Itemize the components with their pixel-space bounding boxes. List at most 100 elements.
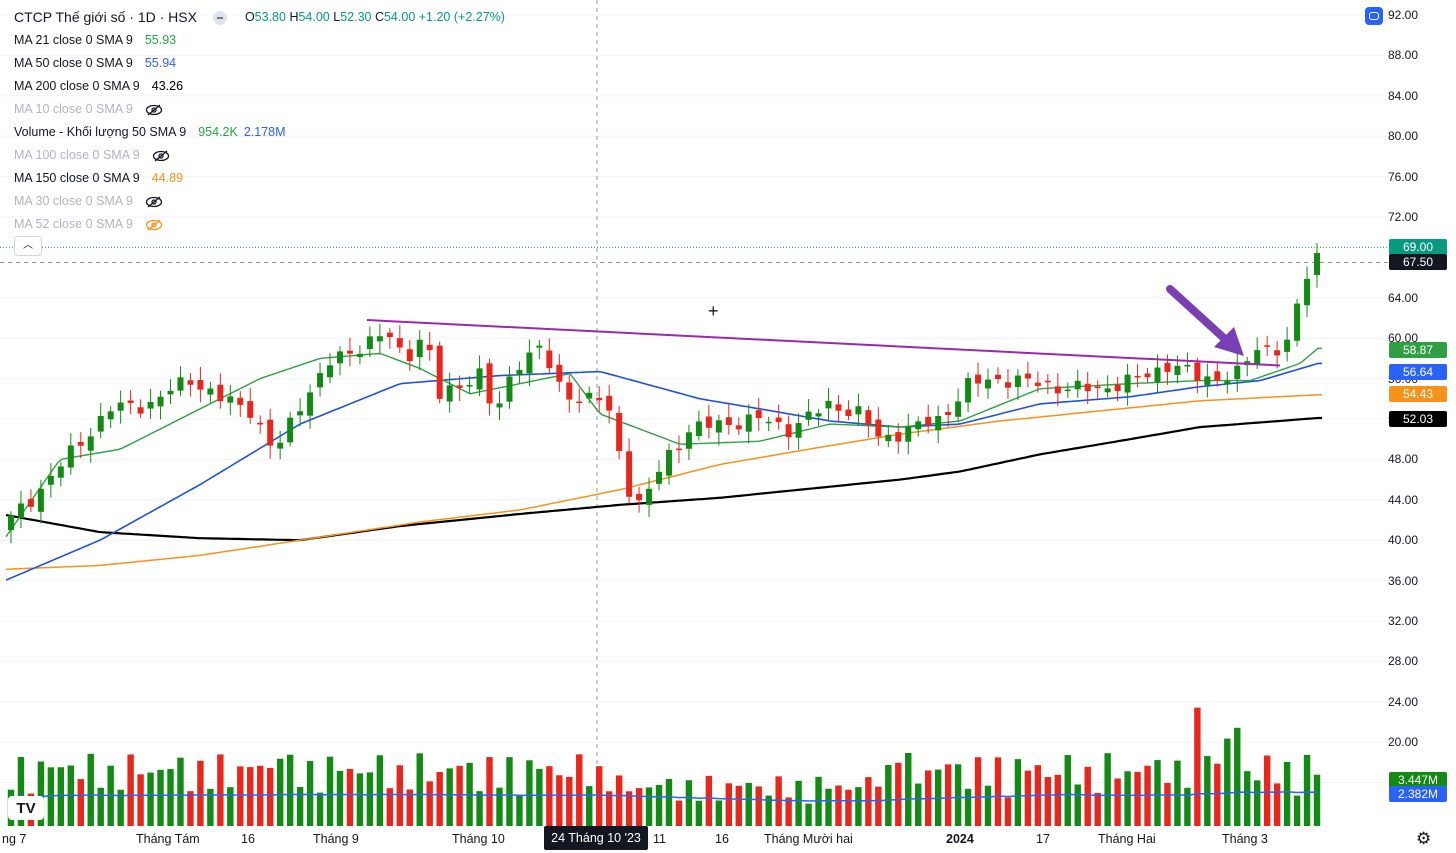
price-axis-label: 84.00 xyxy=(1388,88,1419,103)
price-axis-label: 48.00 xyxy=(1388,452,1419,467)
candle-body xyxy=(536,345,543,348)
volume-bar xyxy=(1184,787,1191,826)
volume-tag: 3.447M xyxy=(1389,771,1447,788)
volume-bar xyxy=(1104,753,1111,826)
legend-row[interactable]: MA 21 close 0 SMA 9 55.93 xyxy=(14,29,505,52)
ma21-line xyxy=(5,347,1322,538)
volume-bar xyxy=(1054,774,1062,826)
eye-off-icon[interactable] xyxy=(152,150,170,162)
legend-label: MA 10 close 0 SMA 9 xyxy=(14,102,133,116)
eye-off-icon[interactable] xyxy=(145,219,163,231)
candle-body xyxy=(885,434,892,442)
volume-bar xyxy=(1224,738,1231,826)
time-axis-label: 2024 xyxy=(946,832,974,846)
volume-bar xyxy=(725,783,733,826)
price-tag: 52.03 xyxy=(1389,410,1447,427)
volume-bar xyxy=(944,764,952,826)
candle-body xyxy=(685,432,692,449)
auto-scale-icon[interactable] xyxy=(1365,7,1383,25)
price-tag: 69.00 xyxy=(1389,239,1447,256)
candle-body xyxy=(815,413,822,417)
price-axis-label: 32.00 xyxy=(1388,614,1419,628)
volume-bar xyxy=(247,767,254,826)
volume-bar xyxy=(765,795,772,826)
candle-body xyxy=(556,364,563,382)
candle-body xyxy=(1004,382,1011,388)
price-axis-label: 76.00 xyxy=(1388,169,1419,184)
candle-body xyxy=(297,411,304,416)
candle-body xyxy=(17,503,24,519)
candle-body xyxy=(1204,376,1211,386)
volume-bar xyxy=(1024,770,1032,826)
volume-bar xyxy=(1234,727,1241,826)
volume-bar xyxy=(506,757,513,826)
volume-bar xyxy=(1244,771,1251,826)
volume-bar xyxy=(1074,784,1081,826)
candle-body xyxy=(616,412,623,452)
candle-body xyxy=(1094,386,1101,388)
candle-body xyxy=(327,365,334,378)
candle-body xyxy=(1164,362,1171,373)
candle-body xyxy=(187,380,194,385)
volume-bar xyxy=(526,760,533,826)
legend-row[interactable]: MA 100 close 0 SMA 9 xyxy=(14,144,505,167)
price-axis-label: 88.00 xyxy=(1388,48,1419,63)
legend-row[interactable]: MA 30 close 0 SMA 9 xyxy=(14,190,505,213)
eye-off-icon[interactable] xyxy=(145,104,163,116)
volume-bar xyxy=(705,775,713,826)
candle-body xyxy=(386,332,393,338)
candle-body xyxy=(406,349,413,362)
eye-off-icon[interactable] xyxy=(145,196,163,208)
volume-bar xyxy=(1214,763,1221,826)
volume-bar xyxy=(685,780,693,826)
time-axis-label: 17 xyxy=(1036,832,1050,846)
volume-ma-path xyxy=(10,791,1318,803)
candle-body xyxy=(606,395,613,411)
volume-bar xyxy=(745,782,752,826)
candle-body xyxy=(1214,371,1221,381)
volume-bar xyxy=(37,761,45,826)
price-axis-label: 24.00 xyxy=(1388,694,1419,709)
volume-bar xyxy=(835,785,842,826)
legend-header: CTCP Thế giới số · 1D · HSX O53.80 H54.0… xyxy=(14,6,505,29)
volume-bar xyxy=(147,772,154,826)
legend-row[interactable]: MA 52 close 0 SMA 9 xyxy=(14,213,505,236)
gear-icon[interactable]: ⚙ xyxy=(1416,829,1432,848)
volume-bar xyxy=(257,765,264,826)
legend-row[interactable]: MA 50 close 0 SMA 9 55.94 xyxy=(14,52,505,75)
legend-row[interactable]: Volume - Khối lượng 50 SMA 9 954.2K 2.178M xyxy=(14,121,505,144)
candle-body xyxy=(636,493,643,501)
volume-bar xyxy=(665,778,673,826)
candle-body xyxy=(67,445,74,468)
volume-bar xyxy=(1174,760,1181,826)
candle-body xyxy=(1084,383,1091,392)
price-axis-label: 64.00 xyxy=(1388,290,1419,305)
candle-body xyxy=(217,384,224,402)
volume-bar xyxy=(436,771,443,826)
tradingview-logo[interactable]: TV xyxy=(8,796,44,820)
candle-body xyxy=(426,344,433,351)
candle-body xyxy=(915,421,922,430)
legend-row[interactable]: MA 150 close 0 SMA 9 44.89 xyxy=(14,167,505,190)
candle-body xyxy=(77,441,84,446)
time-axis-label: 11 xyxy=(653,832,666,846)
volume-bar xyxy=(97,787,104,826)
candle-body xyxy=(1184,364,1191,367)
symbol-title[interactable]: CTCP Thế giới số · 1D · HSX xyxy=(14,9,197,25)
collapse-legend-button[interactable]: ︿ xyxy=(14,236,42,256)
volume-bar xyxy=(885,765,892,826)
candle-body xyxy=(336,351,343,364)
legend-label: MA 200 close 0 SMA 9 xyxy=(14,79,140,93)
volume-bar xyxy=(1004,797,1012,826)
more-icon[interactable] xyxy=(212,10,227,25)
legend-row[interactable]: MA 200 close 0 SMA 9 43.26 xyxy=(14,75,505,98)
candle-body xyxy=(506,376,513,402)
annotation-arrow-shaft xyxy=(1166,285,1230,344)
volume-bar xyxy=(625,791,633,826)
candle-body xyxy=(356,353,363,357)
legend-row[interactable]: MA 10 close 0 SMA 9 xyxy=(14,98,505,121)
time-axis-label: Tháng Hai xyxy=(1098,832,1156,846)
candle-body xyxy=(47,476,54,485)
candle-body xyxy=(97,416,104,432)
